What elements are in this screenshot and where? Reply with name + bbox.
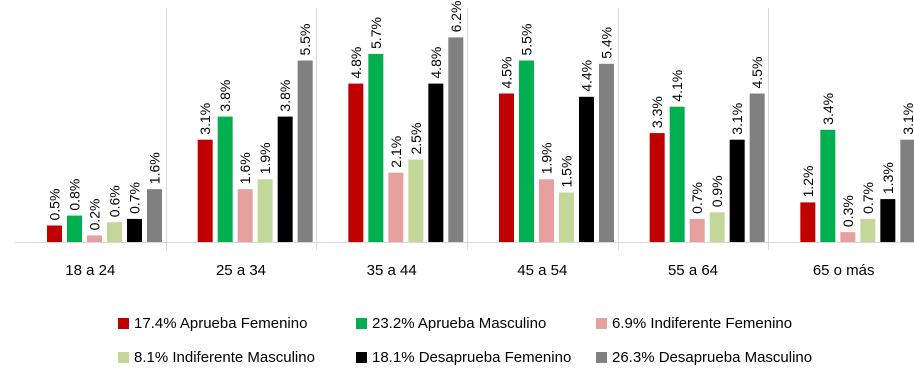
legend-item: 18.1% Desaprueba Femenino (356, 346, 571, 368)
data-label: 4.8% (348, 47, 364, 79)
category-label: 25 a 34 (216, 262, 266, 279)
data-label: 0.2% (87, 198, 103, 230)
bar (649, 133, 665, 242)
data-label: 3.3% (649, 96, 665, 128)
bar (860, 218, 876, 242)
category-label: 18 a 24 (65, 262, 115, 279)
data-label: 4.5% (499, 57, 515, 89)
data-label: 0.7% (860, 182, 876, 214)
category-label: 45 a 54 (517, 262, 567, 279)
legend-swatch (118, 351, 129, 363)
data-label: 4.1% (669, 70, 685, 102)
bar (729, 139, 745, 242)
legend-swatch (596, 351, 607, 363)
legend-item: 17.4% Aprueba Femenino (118, 312, 307, 334)
bar (900, 139, 914, 242)
bar (599, 63, 614, 242)
bar (428, 83, 444, 242)
data-label: 4.5% (749, 57, 765, 89)
legend-swatch (356, 351, 367, 363)
data-label: 5.5% (297, 24, 313, 56)
legend-label: 8.1% Indiferente Masculino (134, 348, 315, 366)
data-label: 2.5% (408, 123, 424, 155)
data-label: 1.6% (237, 152, 253, 184)
bar (197, 139, 213, 242)
data-label: 3.1% (197, 103, 213, 135)
data-label: 0.7% (689, 182, 705, 214)
data-label: 5.4% (599, 27, 615, 59)
bar (840, 232, 856, 242)
bar (880, 199, 896, 242)
bar (689, 218, 705, 242)
data-label: 1.2% (800, 165, 816, 197)
legend-item: 8.1% Indiferente Masculino (118, 346, 315, 368)
bar (368, 53, 384, 243)
bar (87, 235, 102, 242)
data-label: 1.3% (880, 162, 896, 194)
bar (579, 96, 594, 242)
legend-item: 6.9% Indiferente Femenino (596, 312, 792, 334)
bar (237, 189, 253, 242)
legend-label: 18.1% Desaprueba Femenino (372, 348, 572, 366)
bar (519, 60, 534, 242)
bar (297, 60, 313, 242)
bar (559, 192, 574, 242)
data-label: 3.1% (900, 103, 914, 135)
data-label: 5.7% (368, 17, 384, 49)
data-label: 6.2% (448, 0, 464, 32)
data-label: 4.8% (428, 47, 444, 79)
legend-row-2: 8.1% Indiferente Masculino 18.1% Desaprue… (0, 346, 914, 368)
bar (257, 179, 273, 242)
legend-swatch (118, 317, 129, 329)
data-label: 4.4% (579, 60, 595, 92)
legend-label: 26.3% Desaprueba Masculino (612, 348, 813, 366)
data-label: 0.3% (840, 195, 856, 227)
bar (147, 189, 162, 242)
legend-label: 23.2% Aprueba Masculino (372, 314, 547, 332)
legend-swatch (596, 317, 607, 329)
data-label: 1.9% (539, 142, 555, 174)
bar (217, 116, 233, 242)
bar (499, 93, 514, 242)
bar (448, 37, 464, 243)
data-label: 2.1% (388, 136, 404, 168)
bar (709, 212, 725, 242)
data-label: 0.7% (127, 182, 143, 214)
data-label: 3.1% (729, 103, 745, 135)
legend-label: 6.9% Indiferente Femenino (612, 314, 793, 332)
data-label: 0.5% (47, 189, 63, 221)
data-label: 3.8% (217, 80, 233, 112)
bar (127, 218, 142, 242)
data-label: 1.5% (559, 156, 575, 188)
bar (749, 93, 765, 242)
category-label: 55 a 64 (668, 262, 718, 279)
category-label: 65 o más (813, 262, 875, 279)
data-label: 1.9% (257, 142, 273, 174)
data-label: 0.9% (709, 175, 725, 207)
bar (107, 222, 122, 242)
legend-label: 17.4% Aprueba Femenino (134, 314, 308, 332)
bar (800, 202, 816, 242)
bar (67, 215, 82, 242)
category-label: 35 a 44 (367, 262, 417, 279)
legend-swatch (356, 317, 367, 329)
legend-item: 26.3% Desaprueba Masculino (596, 346, 812, 368)
data-label: 5.5% (519, 24, 535, 56)
bar (277, 116, 293, 242)
data-label: 1.6% (147, 152, 163, 184)
data-label: 3.8% (277, 80, 293, 112)
data-label: 0.8% (67, 179, 83, 211)
bar (348, 83, 364, 242)
bar (669, 106, 685, 242)
bar (539, 179, 554, 242)
legend-item: 23.2% Aprueba Masculino (356, 312, 546, 334)
data-label: 0.6% (107, 185, 123, 217)
bar (47, 225, 62, 242)
bar (388, 172, 404, 242)
bar (820, 129, 836, 242)
bar (408, 159, 424, 242)
legend-row-1: 17.4% Aprueba Femenino 23.2% Aprueba Masc… (0, 312, 914, 334)
data-label: 3.4% (820, 93, 836, 125)
